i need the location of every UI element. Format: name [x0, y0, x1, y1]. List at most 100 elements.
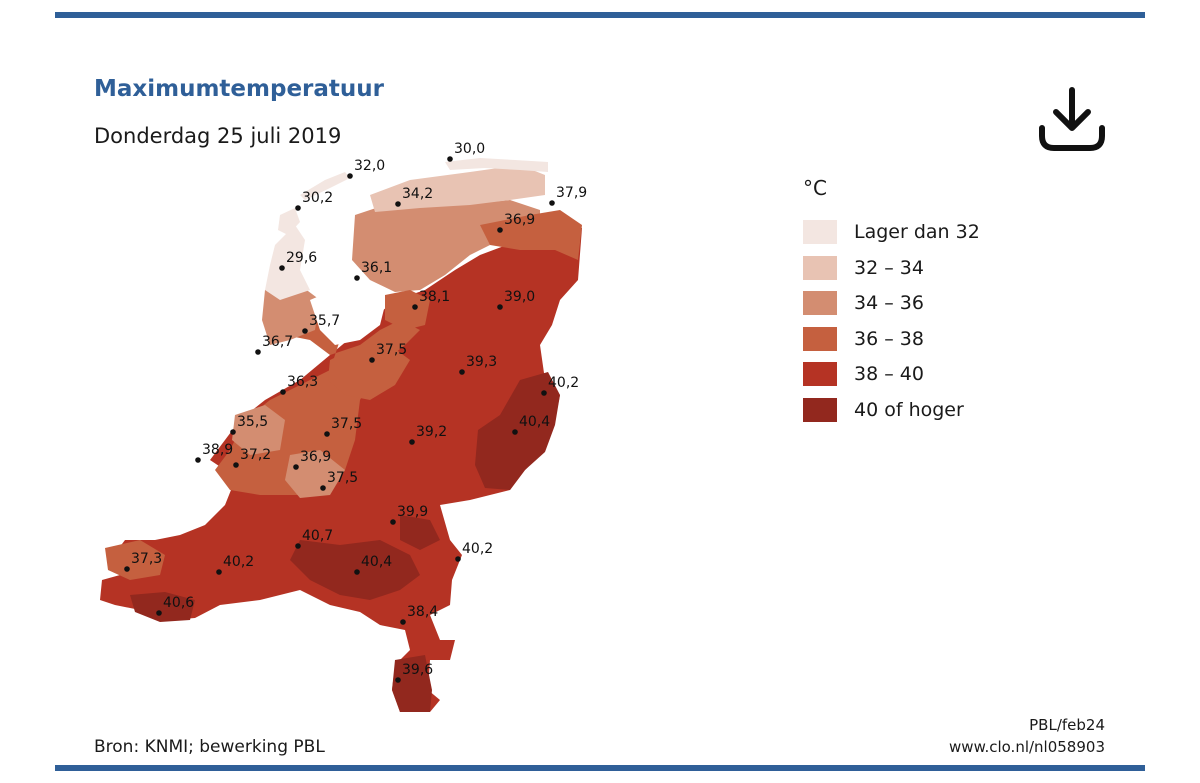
bottom-rule: [55, 765, 1145, 771]
station-dot: [279, 265, 285, 271]
station-temperature-label: 39,9: [397, 504, 428, 520]
station-temperature-label: 39,0: [504, 289, 535, 305]
station-dot: [195, 457, 201, 463]
legend-label: 32 – 34: [854, 256, 924, 279]
region-zeeland-south: [130, 592, 195, 622]
station-dot: [124, 566, 130, 572]
station-dot: [156, 610, 162, 616]
region-32-34-coast: [370, 165, 545, 212]
station-temperature-label: 32,0: [354, 158, 385, 174]
station-dot: [233, 462, 239, 468]
source-note: Bron: KNMI; bewerking PBL: [94, 737, 325, 757]
station-dot: [280, 389, 286, 395]
station-dot: [400, 619, 406, 625]
station-dot: [497, 227, 503, 233]
credit-code: PBL/feb24: [1029, 716, 1105, 734]
legend-swatch: [803, 220, 837, 244]
station-temperature-label: 34,2: [402, 186, 433, 202]
station-dot: [512, 429, 518, 435]
credit-url[interactable]: www.clo.nl/nl058903: [949, 738, 1105, 756]
station-dot: [293, 464, 299, 470]
legend-label: Lager dan 32: [854, 221, 980, 243]
region-36-38-flevoland: [328, 345, 410, 400]
station-dot: [395, 201, 401, 207]
page-title: Maximumtemperatuur: [94, 76, 385, 102]
station-dot: [302, 328, 308, 334]
legend: °C Lager dan 32 32 – 34 34 – 36 36 – 38 …: [803, 176, 980, 427]
legend-item: 36 – 38: [803, 321, 980, 357]
legend-swatch: [803, 291, 837, 315]
station-temperature-label: 37,9: [556, 185, 587, 201]
station-temperature-label: 36,3: [287, 374, 318, 390]
station-dot: [497, 304, 503, 310]
top-rule: [55, 12, 1145, 18]
station-dot: [455, 556, 461, 562]
station-temperature-label: 37,2: [240, 447, 271, 463]
station-dot: [390, 519, 396, 525]
region-below32-texel: [278, 208, 300, 235]
region-zeeland-island: [105, 540, 165, 580]
station-temperature-label: 40,6: [163, 595, 194, 611]
station-temperature-label: 38,1: [419, 289, 450, 305]
station-dot: [459, 369, 465, 375]
legend-label: 34 – 36: [854, 292, 924, 314]
station-temperature-label: 37,5: [331, 416, 362, 432]
legend-label: 36 – 38: [854, 327, 924, 350]
station-dot: [549, 200, 555, 206]
station-temperature-label: 40,2: [223, 554, 254, 570]
region-below32-vlieland: [300, 172, 350, 200]
station-temperature-label: 29,6: [286, 250, 317, 266]
station-temperature-label: 39,6: [402, 662, 433, 678]
station-dot: [295, 205, 301, 211]
region-below32-noordholland: [265, 225, 310, 300]
station-dot: [295, 543, 301, 549]
station-temperature-label: 36,7: [262, 334, 293, 350]
station-dot: [320, 485, 326, 491]
station-dot: [354, 569, 360, 575]
station-temperature-label: 38,9: [202, 442, 233, 458]
region-36-38-noordoostpolder: [385, 290, 430, 330]
region-below32-wadden: [445, 158, 548, 172]
region-40plus-south: [290, 540, 420, 600]
region-34-36-utrecht: [285, 450, 345, 498]
legend-item: 38 – 40: [803, 356, 980, 392]
station-temperature-label: 39,2: [416, 424, 447, 440]
station-temperature-label: 40,4: [519, 414, 550, 430]
region-40plus-brabant: [400, 515, 440, 550]
download-button[interactable]: [1036, 86, 1108, 156]
region-36-38-groningen: [480, 210, 582, 260]
page-subtitle: Donderdag 25 juli 2019: [94, 124, 342, 148]
station-dot: [324, 431, 330, 437]
station-temperature-label: 38,4: [407, 604, 438, 620]
legend-item: 40 of hoger: [803, 392, 980, 428]
station-dot: [216, 569, 222, 575]
station-temperature-label: 36,9: [504, 212, 535, 228]
station-dot: [354, 275, 360, 281]
download-icon: [1039, 87, 1105, 151]
station-temperature-label: 40,2: [462, 541, 493, 557]
station-dot: [409, 439, 415, 445]
legend-item: Lager dan 32: [803, 214, 980, 250]
legend-swatch: [803, 362, 837, 386]
credit-block: PBL/feb24 www.clo.nl/nl058903: [949, 714, 1105, 758]
legend-label: 38 – 40: [854, 363, 924, 385]
station-dot: [447, 156, 453, 162]
ijsselmeer-water: [310, 285, 385, 345]
station-dot: [255, 349, 261, 355]
station-dot: [347, 173, 353, 179]
legend-swatch: [803, 326, 837, 351]
station-dot: [369, 357, 375, 363]
station-temperature-label: 37,5: [376, 342, 407, 358]
station-temperature-label: 36,9: [300, 449, 331, 465]
station-temperature-label: 37,5: [327, 470, 358, 486]
station-temperature-label: 35,7: [309, 313, 340, 329]
station-dot: [230, 429, 236, 435]
station-dot: [395, 677, 401, 683]
region-40plus-limburg: [392, 655, 432, 712]
station-temperature-label: 40,2: [548, 375, 579, 391]
station-dot: [412, 304, 418, 310]
station-dot: [541, 390, 547, 396]
legend-item: 32 – 34: [803, 250, 980, 286]
